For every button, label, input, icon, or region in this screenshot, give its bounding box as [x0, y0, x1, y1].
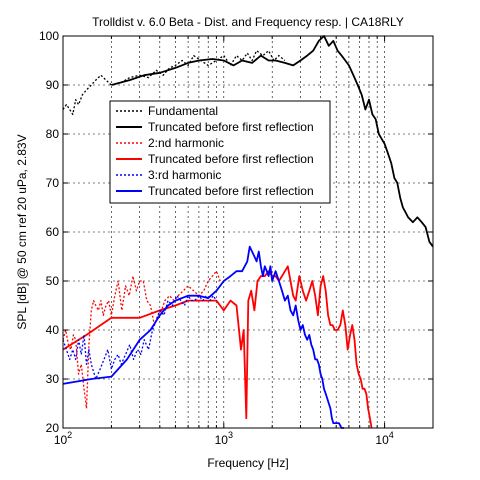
- y-tick-label: 70: [46, 176, 60, 190]
- y-tick-label: 20: [46, 421, 60, 435]
- series-line-5: [62, 295, 217, 380]
- chart-title: Trolldist v. 6.0 Beta - Dist. and Freque…: [92, 15, 404, 29]
- legend-label: Truncated before first reflection: [148, 184, 314, 198]
- legend-box: [109, 100, 331, 204]
- y-tick-label: 50: [46, 274, 60, 288]
- series-line-2: [111, 35, 434, 248]
- x-tick-label: 103: [215, 430, 233, 447]
- x-tick-label: 102: [54, 430, 72, 447]
- y-axis-label: SPL [dB] @ 50 cm ref 20 uPa, 2.83V: [15, 134, 29, 329]
- y-tick-label: 30: [46, 372, 60, 386]
- legend: Fundamental Truncated before first reflec…: [109, 100, 331, 204]
- series-line-6: [62, 245, 345, 429]
- legend-label: Truncated before first reflection: [148, 120, 314, 134]
- y-tick-label: 80: [46, 127, 60, 141]
- y-tick-label: 40: [46, 323, 60, 337]
- series-layer: [62, 35, 434, 429]
- series-line-3: [62, 270, 221, 410]
- series-line-1: [62, 50, 286, 116]
- plot-frame: [62, 35, 434, 429]
- x-tick-label: 104: [375, 430, 393, 447]
- y-tick-label: 100: [39, 29, 59, 43]
- y-tick-label: 60: [46, 225, 60, 239]
- legend-label: Truncated before first reflection: [148, 152, 314, 166]
- y-tick-label: 90: [46, 78, 60, 92]
- legend-label: Fundamental: [148, 104, 218, 118]
- series-line-4: [62, 265, 373, 429]
- x-axis-label: Frequency [Hz]: [207, 456, 288, 470]
- legend-label: 2:nd harmonic: [148, 136, 224, 150]
- tick-layer: 20 30 40 50 60 70 80 90 100 102 103 104: [39, 29, 433, 447]
- legend-label: 3:rd harmonic: [148, 168, 221, 182]
